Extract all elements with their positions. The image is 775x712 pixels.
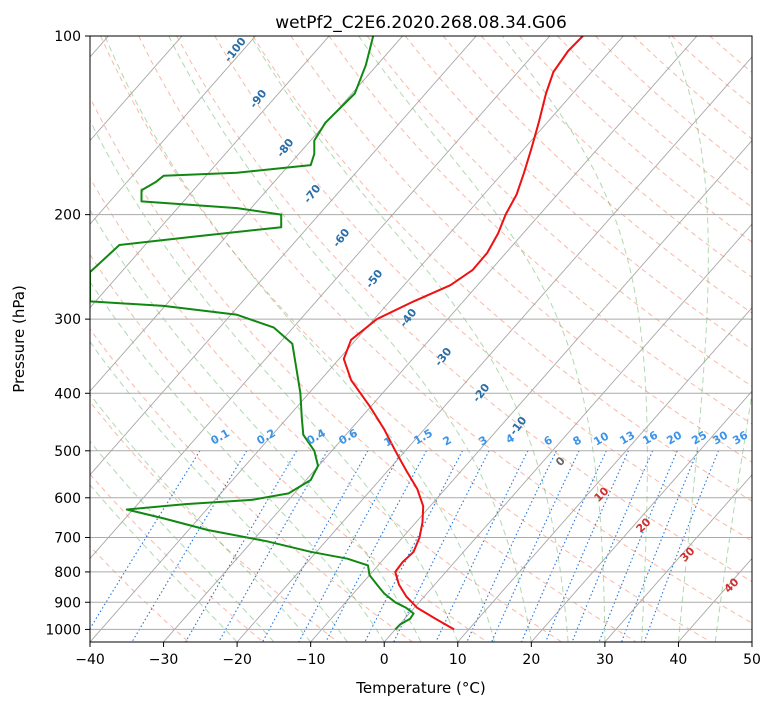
y-tick-label: 600 <box>54 491 81 507</box>
x-axis-label: Temperature (°C) <box>355 679 485 697</box>
mixing-ratio-line <box>394 451 489 642</box>
dry-adiabat-line <box>291 36 775 644</box>
dry-adiabat-line <box>101 36 715 644</box>
moist-adiabat-line <box>105 36 495 642</box>
y-tick-label: 700 <box>54 531 81 547</box>
moist-adiabat-line <box>0 36 237 642</box>
mixing-ratio-label: 0.1 <box>209 426 232 447</box>
x-axis: −40 −30 −20 −10 0 10 20 30 40 50 <box>75 642 761 668</box>
grid-lines <box>0 23 775 645</box>
dry-adiabat-line <box>0 36 341 644</box>
mixing-ratio-line <box>572 451 653 642</box>
isotherm-line <box>0 23 267 645</box>
dry-adiabat-line <box>558 36 775 644</box>
moist-adiabat-line <box>12 36 421 642</box>
mixing-ratio-label: 8 <box>571 433 584 448</box>
mixing-ratio-line <box>436 451 528 642</box>
x-tick-label: −10 <box>296 652 326 668</box>
x-tick-label: 10 <box>449 652 467 668</box>
mixing-ratio-line <box>492 451 579 642</box>
dry-adiabat-label: -100 <box>222 35 249 65</box>
mixing-ratio-label: 6 <box>542 433 555 448</box>
mixing-ratio-label: 1.5 <box>412 426 435 447</box>
dry-adiabat-line <box>481 36 775 644</box>
isotherm-line <box>14 23 561 645</box>
moist-adiabat-line <box>0 36 347 642</box>
dry-adiabat-line <box>405 36 775 644</box>
moist-adiabat-line <box>54 36 458 642</box>
isotherm-line <box>161 23 708 645</box>
y-tick-label: 800 <box>54 565 81 581</box>
dry-adiabat-line <box>0 36 192 644</box>
x-tick-label: 0 <box>380 652 389 668</box>
moist-adiabat-label: 30 <box>678 544 698 564</box>
mixing-ratio-line <box>299 451 402 642</box>
x-tick-label: −20 <box>222 652 252 668</box>
y-tick-label: 400 <box>54 386 81 402</box>
mixing-ratio-line <box>263 451 368 642</box>
y-tick-label: 500 <box>54 444 81 460</box>
x-tick-label: 40 <box>670 652 688 668</box>
mixing-ratio-line <box>467 451 557 642</box>
moist-adiabat-line <box>0 36 311 642</box>
y-tick-label: 300 <box>54 312 81 328</box>
isotherm-line <box>382 23 775 645</box>
mixing-ratio-label: 0.2 <box>255 426 278 447</box>
dry-adiabat-label: -80 <box>274 136 297 160</box>
moist-adiabat-line <box>0 36 274 642</box>
y-tick-label: 900 <box>54 595 81 611</box>
plot-frame <box>90 36 752 642</box>
mixing-ratio-label: 20 <box>664 428 684 447</box>
moist-adiabat-label: 10 <box>592 484 612 504</box>
mixing-ratio-line <box>186 451 297 642</box>
dry-adiabat-line <box>0 36 491 644</box>
dry-adiabat-label: -50 <box>363 267 386 291</box>
x-tick-label: −30 <box>149 652 179 668</box>
mixing-ratio-label: 0.4 <box>305 426 329 447</box>
y-axis-label: Pressure (hPa) <box>10 285 28 393</box>
y-axis: 100 200 300 400 500 600 700 800 900 1000 <box>45 29 90 638</box>
dry-adiabat-label: -30 <box>432 345 455 369</box>
moist-adiabat-line <box>0 36 384 642</box>
mixing-ratio-label: 13 <box>617 429 637 448</box>
dry-adiabat-label: -60 <box>330 226 353 250</box>
chart-title: wetPf2_C2E6.2020.268.08.34.G06 <box>275 13 567 33</box>
dry-adiabat-label: -70 <box>301 182 324 206</box>
background-lines <box>0 36 775 644</box>
y-tick-label: 200 <box>54 208 81 224</box>
y-tick-label: 100 <box>54 29 81 45</box>
mixing-ratio-label: 25 <box>689 429 709 448</box>
dry-adiabat-label: -20 <box>470 381 493 405</box>
x-tick-label: 50 <box>743 652 761 668</box>
x-tick-label: 30 <box>596 652 614 668</box>
dry-adiabat-line <box>0 36 266 644</box>
mixing-ratio-label: 36 <box>730 428 750 447</box>
isotherm-line <box>0 23 414 645</box>
moist-adiabat-label: 0 <box>553 454 568 469</box>
mixing-ratio-line <box>82 451 200 642</box>
moist-adiabat-label: 40 <box>722 575 742 595</box>
isotherm-line <box>88 23 635 645</box>
mixing-ratio-label: 2 <box>441 433 454 448</box>
x-tick-label: −40 <box>75 652 105 668</box>
mixing-ratio-label: 0.6 <box>337 426 361 447</box>
dry-adiabat-line <box>710 36 775 644</box>
isotherm-line <box>750 23 775 645</box>
y-tick-label: 1000 <box>45 622 81 638</box>
isotherm-line <box>309 23 775 645</box>
dry-adiabat-label: -40 <box>397 306 420 330</box>
moist-adiabat-line <box>169 36 532 642</box>
moist-adiabat-label: 20 <box>634 515 654 535</box>
x-tick-label: 20 <box>522 652 540 668</box>
mixing-ratio-label: 10 <box>591 429 611 448</box>
mixing-ratio-label: 30 <box>710 428 730 447</box>
isotherm-line <box>456 23 775 645</box>
moist-adiabat-line <box>251 36 568 642</box>
